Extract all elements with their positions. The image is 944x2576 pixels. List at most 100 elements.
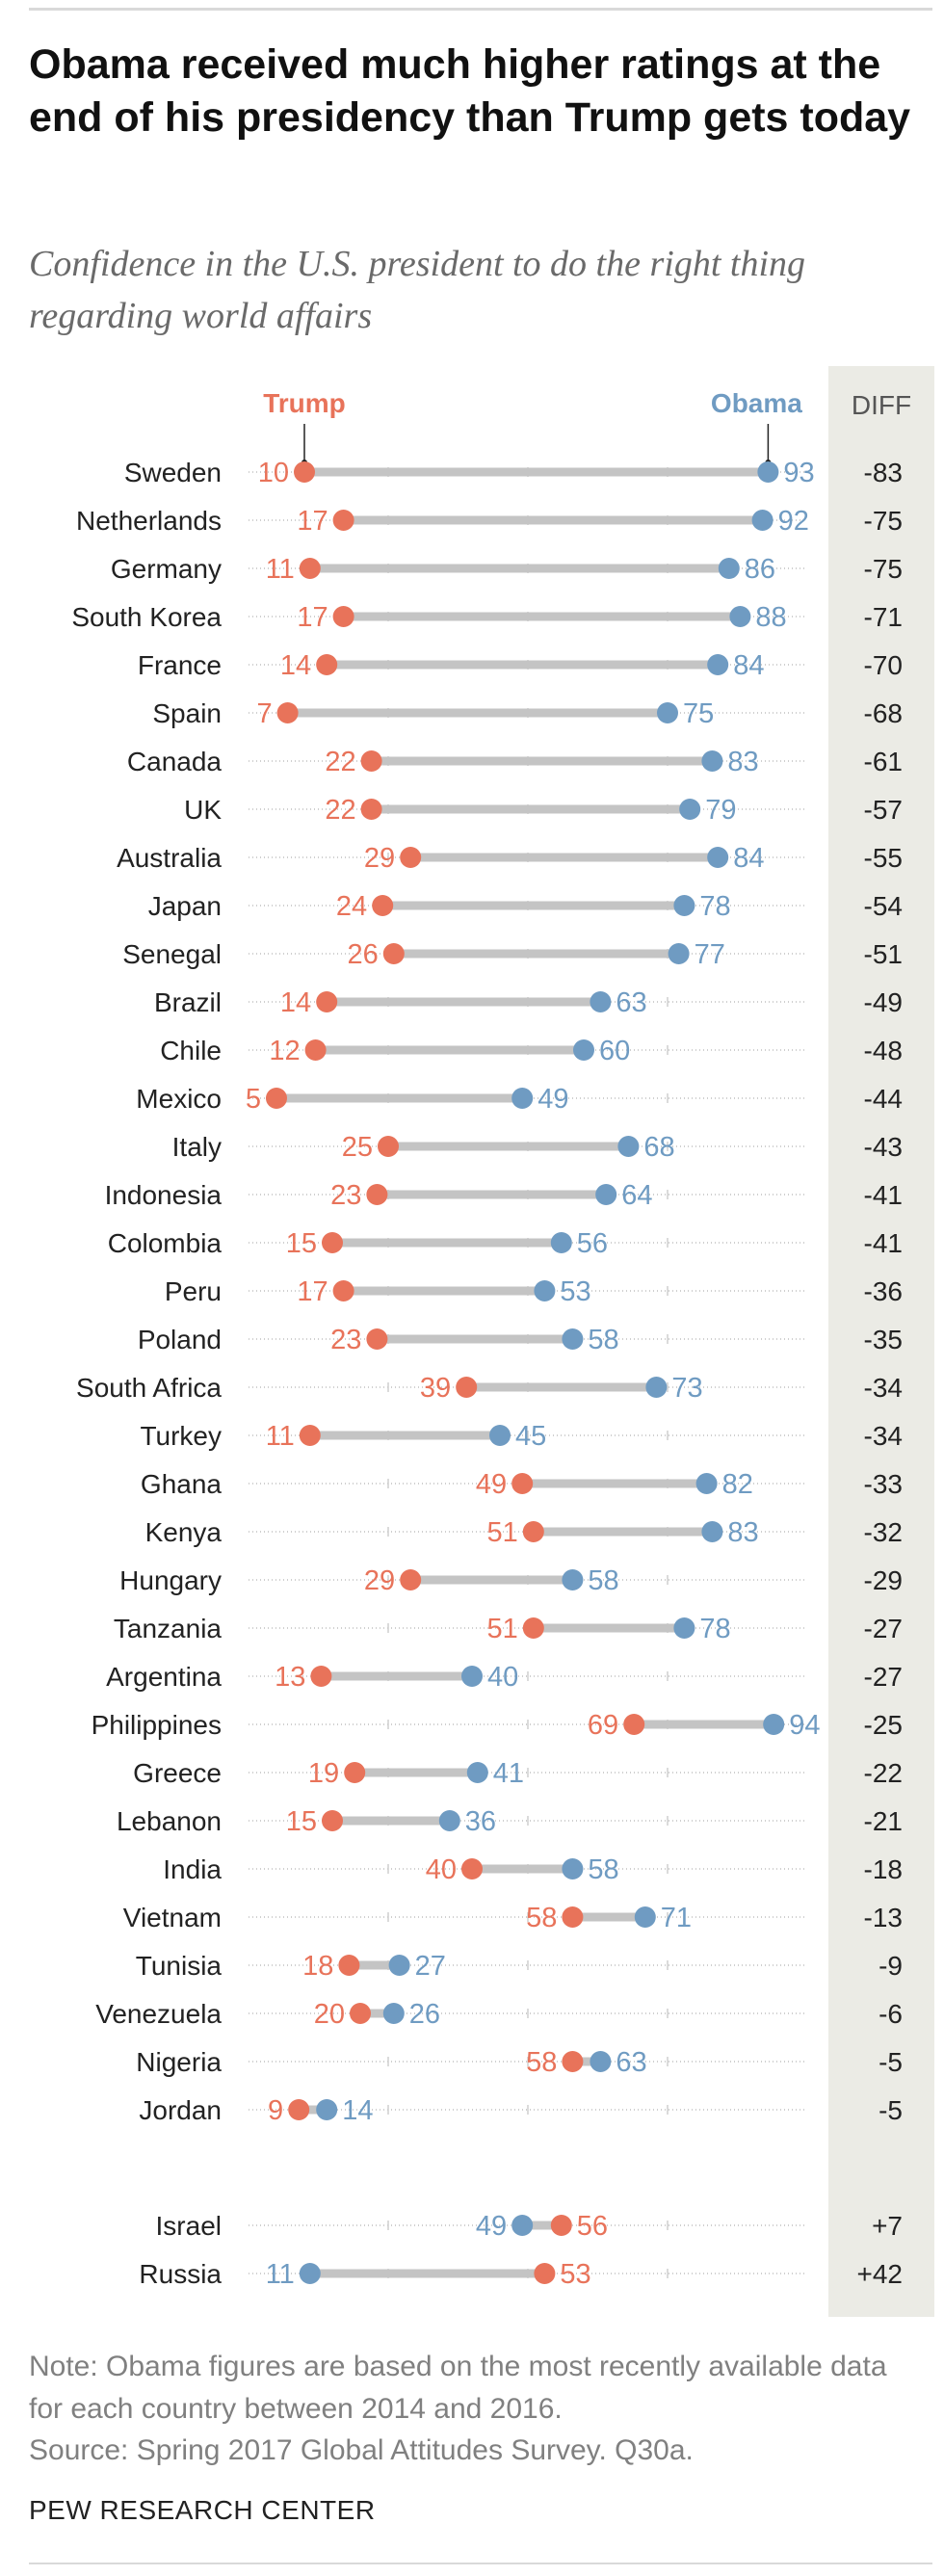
diff-value: -54 <box>864 891 903 921</box>
obama-value-label: 92 <box>778 506 809 537</box>
country-label: Argentina <box>106 1662 222 1692</box>
obama-value-label: 82 <box>722 1469 753 1500</box>
country-label: Australia <box>117 843 222 873</box>
trump-value-label: 23 <box>330 1180 361 1211</box>
obama-dot <box>645 1377 668 1398</box>
diff-value: -32 <box>864 1517 903 1547</box>
diff-value: -71 <box>864 602 903 632</box>
obama-dot <box>707 847 729 868</box>
obama-value-label: 64 <box>621 1180 652 1211</box>
country-label: Philippines <box>92 1710 222 1740</box>
diff-value: -25 <box>864 1710 903 1740</box>
obama-value-label: 41 <box>493 1758 524 1789</box>
country-label: Netherlands <box>76 506 222 536</box>
trump-value-label: 11 <box>266 554 295 585</box>
trump-dot <box>382 943 405 964</box>
country-label: South Africa <box>76 1373 222 1403</box>
country-label: Israel <box>156 2211 222 2241</box>
diff-header: DIFF <box>852 390 911 420</box>
trump-dot <box>366 1328 388 1350</box>
country-label: Tunisia <box>136 1951 223 1981</box>
obama-value-label: 75 <box>683 698 714 729</box>
trump-dot <box>562 2051 584 2072</box>
country-label: Spain <box>152 698 222 728</box>
obama-dot <box>466 1762 488 1783</box>
trump-value-label: 39 <box>420 1373 451 1404</box>
country-label: Brazil <box>154 987 222 1017</box>
obama-value-label: 93 <box>783 458 814 488</box>
diff-value: +42 <box>857 2259 904 2289</box>
obama-dot <box>668 943 690 964</box>
obama-value-label: 11 <box>266 2259 295 2290</box>
trump-value-label: 20 <box>314 1999 345 2030</box>
obama-value-label: 78 <box>699 891 730 922</box>
trump-value-label: 51 <box>487 1517 518 1548</box>
country-label: Kenya <box>145 1517 223 1547</box>
trump-value-label: 14 <box>280 650 311 681</box>
diff-value: -35 <box>864 1325 903 1354</box>
trump-dot <box>322 1232 343 1253</box>
trump-dot <box>316 991 338 1012</box>
diff-value: -33 <box>864 1469 903 1499</box>
obama-dot <box>718 558 740 579</box>
country-label: Japan <box>148 891 222 921</box>
obama-value-label: 63 <box>616 987 646 1018</box>
diff-value: -51 <box>864 939 903 969</box>
trump-dot <box>511 1473 534 1494</box>
dot-chart: DIFF Trump Obama Sweden 10 93 -83 Netherlands 17… <box>71 366 934 2317</box>
diff-value: -68 <box>864 698 903 728</box>
diff-value: -36 <box>864 1276 903 1306</box>
trump-dot <box>299 558 321 579</box>
brand-logo-text: PEW RESEARCH CENTER <box>29 2495 376 2525</box>
trump-dot <box>344 1762 366 1783</box>
trump-dot <box>562 1906 584 1928</box>
trump-dot <box>316 654 338 675</box>
trump-value-label: 40 <box>426 1854 457 1885</box>
diff-value: -83 <box>864 458 903 487</box>
country-label: Chile <box>160 1036 222 1065</box>
trump-value-label: 9 <box>268 2095 283 2126</box>
obama-value-label: 49 <box>476 2211 507 2242</box>
trump-value-label: 19 <box>308 1758 339 1789</box>
country-label: Canada <box>127 747 223 776</box>
diff-value: -43 <box>864 1132 903 1162</box>
trump-dot <box>332 606 354 627</box>
obama-dot <box>751 510 774 531</box>
trump-dot <box>332 1280 354 1301</box>
diff-value: -13 <box>864 1903 903 1932</box>
diff-value: -5 <box>878 2095 903 2125</box>
trump-value-label: 58 <box>526 2047 557 2078</box>
trump-dot <box>461 1858 483 1879</box>
diff-column-panel <box>828 366 934 2317</box>
trump-value-label: 24 <box>336 891 367 922</box>
trump-dot <box>288 2099 310 2120</box>
country-label: Germany <box>111 554 222 584</box>
trump-dot <box>400 1569 422 1590</box>
trump-value-label: 25 <box>342 1132 373 1163</box>
diff-value: -55 <box>864 843 903 873</box>
country-label: Ghana <box>141 1469 222 1499</box>
obama-value-label: 45 <box>515 1421 546 1452</box>
country-label: Sweden <box>124 458 222 487</box>
obama-dot <box>701 750 723 772</box>
trump-dot <box>360 799 382 820</box>
chart-note: Note: Obama figures are based on the mos… <box>29 2351 887 2425</box>
obama-value-label: 26 <box>409 1999 440 2030</box>
trump-value-label: 26 <box>348 939 379 970</box>
obama-dot <box>534 1280 556 1301</box>
trump-dot <box>534 2263 556 2284</box>
country-label: Indonesia <box>105 1180 223 1210</box>
country-label: Colombia <box>108 1228 223 1258</box>
trump-value-label: 29 <box>364 1565 395 1596</box>
country-label: Peru <box>165 1276 222 1306</box>
obama-dot <box>382 2003 405 2024</box>
obama-value-label: 71 <box>661 1903 692 1933</box>
obama-dot <box>461 1666 483 1687</box>
trump-value-label: 53 <box>560 2259 590 2290</box>
trump-dot <box>366 1184 388 1205</box>
diff-value: -75 <box>864 554 903 584</box>
trump-value-label: 23 <box>330 1325 361 1355</box>
country-label: Lebanon <box>117 1806 222 1836</box>
diff-value: -57 <box>864 795 903 825</box>
obama-dot <box>707 654 729 675</box>
